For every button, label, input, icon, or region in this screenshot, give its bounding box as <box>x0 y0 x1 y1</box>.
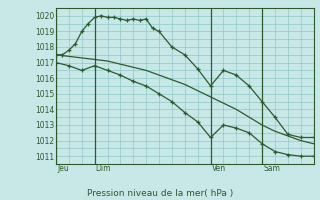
Text: Sam: Sam <box>263 164 280 173</box>
Text: Pression niveau de la mer( hPa ): Pression niveau de la mer( hPa ) <box>87 189 233 198</box>
Text: Jeu: Jeu <box>57 164 69 173</box>
Text: Dim: Dim <box>96 164 111 173</box>
Text: Ven: Ven <box>212 164 226 173</box>
